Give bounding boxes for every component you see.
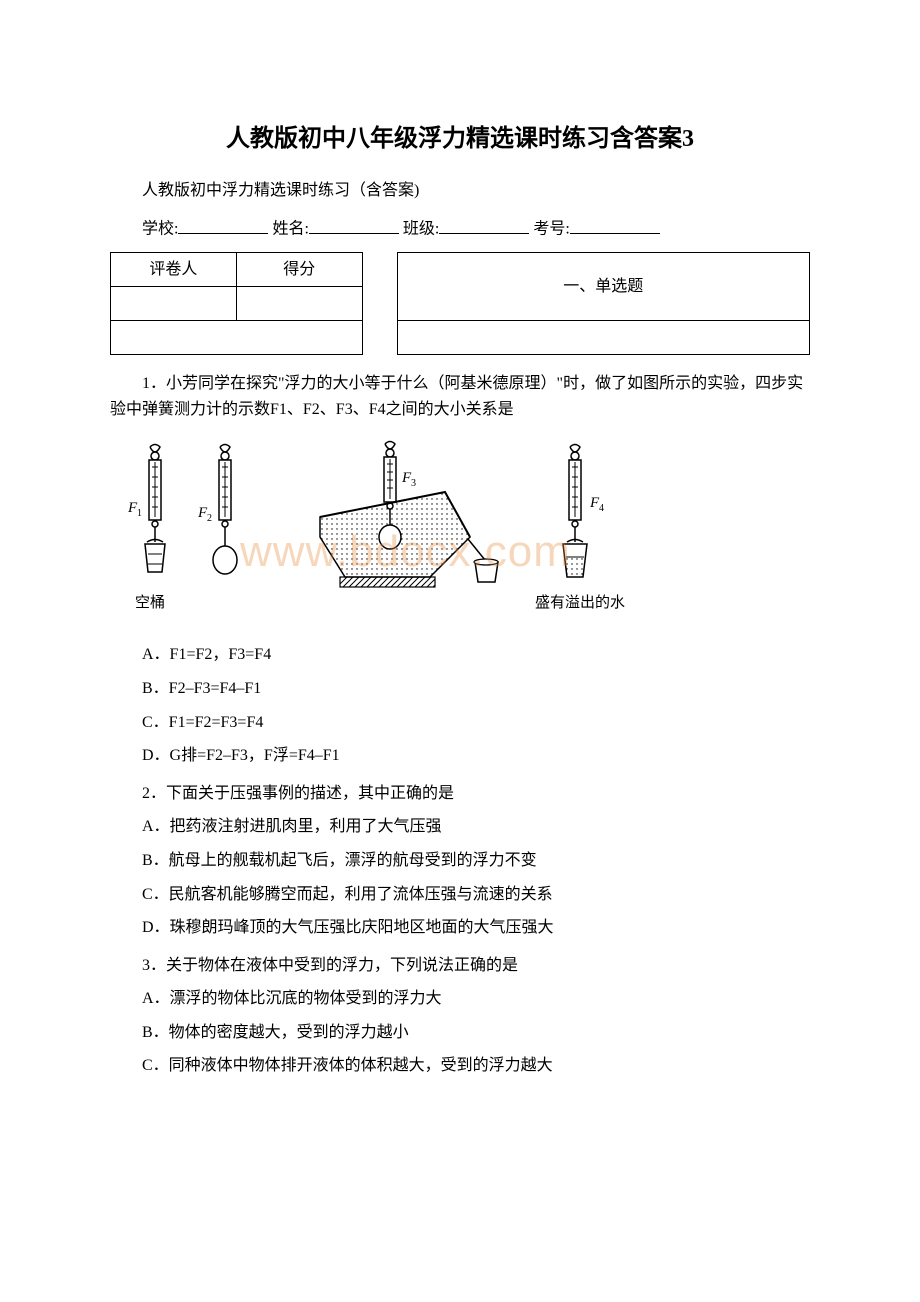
q2-stem: 2．下面关于压强事例的描述，其中正确的是 [110,781,810,807]
svg-text:1: 1 [137,508,142,519]
caption-empty-bucket: 空桶 [135,594,165,611]
q3-stem: 3．关于物体在液体中受到的浮力，下列说法正确的是 [110,953,810,979]
name-blank[interactable] [309,216,399,234]
school-label: 学校: [142,221,178,238]
reviewer-score-row2 [111,321,363,355]
q1-stem: 1．小芳同学在探究"浮力的大小等于什么（阿基米德原理）"时，做了如图所示的实验，… [110,371,810,422]
examno-blank[interactable] [570,216,660,234]
class-label: 班级: [403,221,439,238]
examno-label: 考号: [533,221,569,238]
section-header: 一、单选题 [397,253,809,321]
caption-overflow-water: 盛有溢出的水 [535,594,625,611]
q1-optB: B．F2–F3=F4–F1 [110,676,810,702]
q3-optA: A．漂浮的物体比沉底的物体受到的浮力大 [110,986,810,1012]
q2-optD: D．珠穆朗玛峰顶的大气压强比庆阳地区地面的大气压强大 [110,915,810,941]
q1-figure: F 1 空桶 F 2 F [110,432,810,632]
svg-text:4: 4 [599,503,604,514]
name-label: 姓名: [272,221,308,238]
experiment-diagram: F 1 空桶 F 2 F [110,432,670,632]
q2-optC: C．民航客机能够腾空而起，利用了流体压强与流速的关系 [110,882,810,908]
q2-optA: A．把药液注射进肌肉里，利用了大气压强 [110,814,810,840]
svg-text:3: 3 [411,478,416,489]
reviewer-header: 评卷人 [111,253,237,287]
q1-optC: C．F1=F2=F3=F4 [110,710,810,736]
subtitle: 人教版初中浮力精选课时练习（含答案) [110,178,810,204]
score-cell[interactable] [236,287,362,321]
q2-optB: B．航母上的舰载机起飞后，漂浮的航母受到的浮力不变 [110,848,810,874]
q1-optA: A．F1=F2，F3=F4 [110,642,810,668]
school-blank[interactable] [178,216,268,234]
q3-optC: C．同种液体中物体排开液体的体积越大，受到的浮力越大 [110,1053,810,1079]
q3-optB: B．物体的密度越大，受到的浮力越小 [110,1020,810,1046]
section-row2 [397,321,809,355]
info-row: 学校: 姓名: 班级: 考号: [110,216,810,242]
page-title: 人教版初中八年级浮力精选课时练习含答案3 [110,120,810,158]
header-table: 评卷人 得分 一、单选题 [110,252,810,355]
svg-text:2: 2 [207,513,212,524]
reviewer-cell[interactable] [111,287,237,321]
class-blank[interactable] [439,216,529,234]
q1-optD: D．G排=F2–F3，F浮=F4–F1 [110,743,810,769]
score-header: 得分 [236,253,362,287]
gap-cell [362,253,397,321]
